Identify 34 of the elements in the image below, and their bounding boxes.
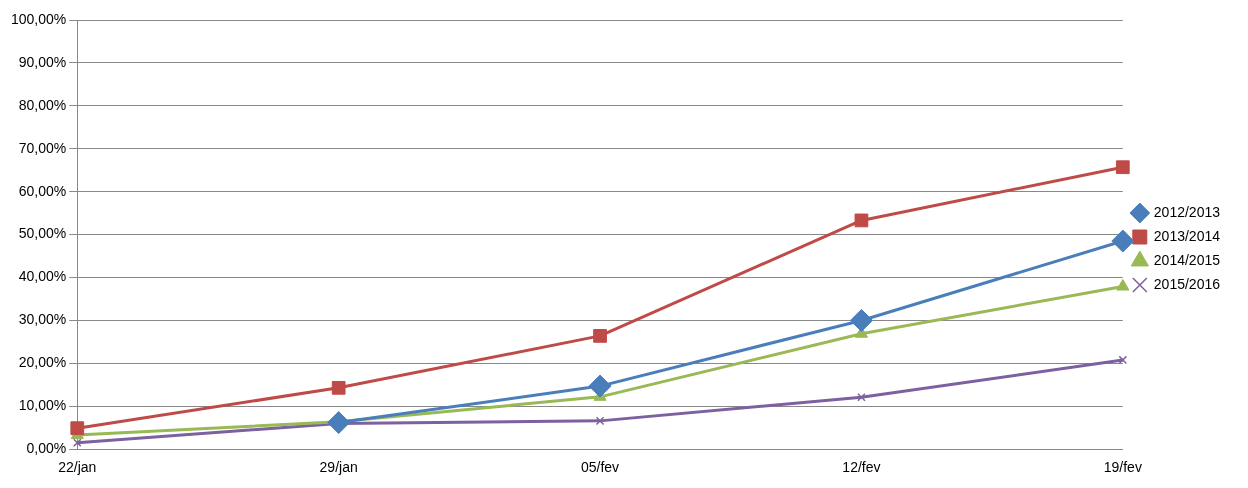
point xyxy=(1115,160,1130,175)
y-tick-label: 90,00% xyxy=(18,53,67,70)
x-tick-label: 05/fev xyxy=(580,459,620,476)
y-tick-label: 50,00% xyxy=(18,225,67,242)
point xyxy=(70,421,85,436)
x-tick-label: 29/jan xyxy=(319,459,358,476)
point xyxy=(1111,229,1135,253)
point xyxy=(854,213,869,228)
point xyxy=(588,374,612,398)
point xyxy=(72,438,82,448)
point xyxy=(1116,279,1130,291)
point xyxy=(849,308,873,332)
x-tick-label: 12/fev xyxy=(842,459,881,476)
y-tick-label: 0,00% xyxy=(26,440,67,457)
y-tick-label: 100,00% xyxy=(10,10,67,27)
legend-label: 2014/2015 xyxy=(1153,251,1221,268)
legend-label: 2012/2013 xyxy=(1153,203,1221,220)
x-tick-label: 19/fev xyxy=(1103,459,1142,476)
point xyxy=(327,411,351,435)
y-tick-label: 10,00% xyxy=(18,397,67,414)
y-tick-label: 60,00% xyxy=(18,182,67,199)
legend-label: 2015/2016 xyxy=(1153,275,1221,292)
y-tick-label: 20,00% xyxy=(18,354,67,371)
point xyxy=(331,380,346,395)
point xyxy=(1118,355,1128,365)
y-tick-label: 30,00% xyxy=(18,311,67,328)
point xyxy=(857,392,866,402)
point xyxy=(593,329,607,343)
y-tick-label: 40,00% xyxy=(18,268,67,285)
y-tick-label: 80,00% xyxy=(18,96,67,113)
point xyxy=(595,416,605,426)
legend-label: 2013/2014 xyxy=(1153,227,1221,244)
x-tick-label: 22/jan xyxy=(58,459,97,476)
y-tick-label: 70,00% xyxy=(18,139,67,156)
